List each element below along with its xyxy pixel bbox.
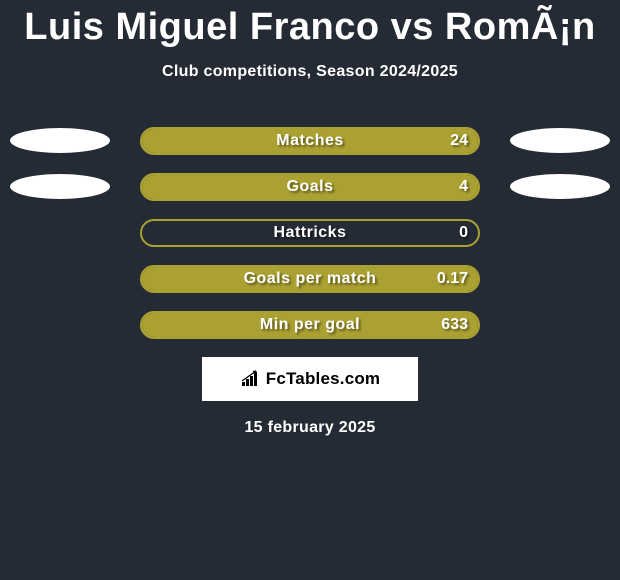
logo-box: FcTables.com	[202, 357, 418, 401]
page-title: Luis Miguel Franco vs RomÃ¡n	[0, 0, 620, 49]
ellipse-right	[510, 174, 610, 199]
date-text: 15 february 2025	[0, 419, 620, 437]
stat-value: 4	[459, 173, 468, 201]
ellipse-left	[10, 128, 110, 153]
stat-row: Goals4	[0, 173, 620, 201]
stat-label: Hattricks	[140, 219, 480, 247]
stats-chart: Matches24 Goals4 Hattricks0 Goals per match…	[0, 127, 620, 339]
ellipse-right	[510, 128, 610, 153]
stat-label: Goals	[140, 173, 480, 201]
subtitle: Club competitions, Season 2024/2025	[0, 63, 620, 81]
stat-value: 633	[441, 311, 468, 339]
stat-value: 0	[459, 219, 468, 247]
stat-row: Goals per match0.17	[0, 265, 620, 293]
barchart-icon	[240, 370, 262, 388]
stat-value: 0.17	[437, 265, 468, 293]
stat-row: Hattricks0	[0, 219, 620, 247]
stat-row: Min per goal633	[0, 311, 620, 339]
stat-label: Goals per match	[140, 265, 480, 293]
stat-label: Matches	[140, 127, 480, 155]
logo-text: FcTables.com	[266, 369, 381, 389]
ellipse-left	[10, 174, 110, 199]
stat-label: Min per goal	[140, 311, 480, 339]
stat-value: 24	[450, 127, 468, 155]
stat-row: Matches24	[0, 127, 620, 155]
